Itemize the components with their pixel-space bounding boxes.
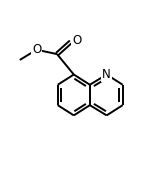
Text: O: O (72, 34, 81, 47)
Text: N: N (102, 68, 111, 81)
Text: O: O (32, 43, 41, 56)
